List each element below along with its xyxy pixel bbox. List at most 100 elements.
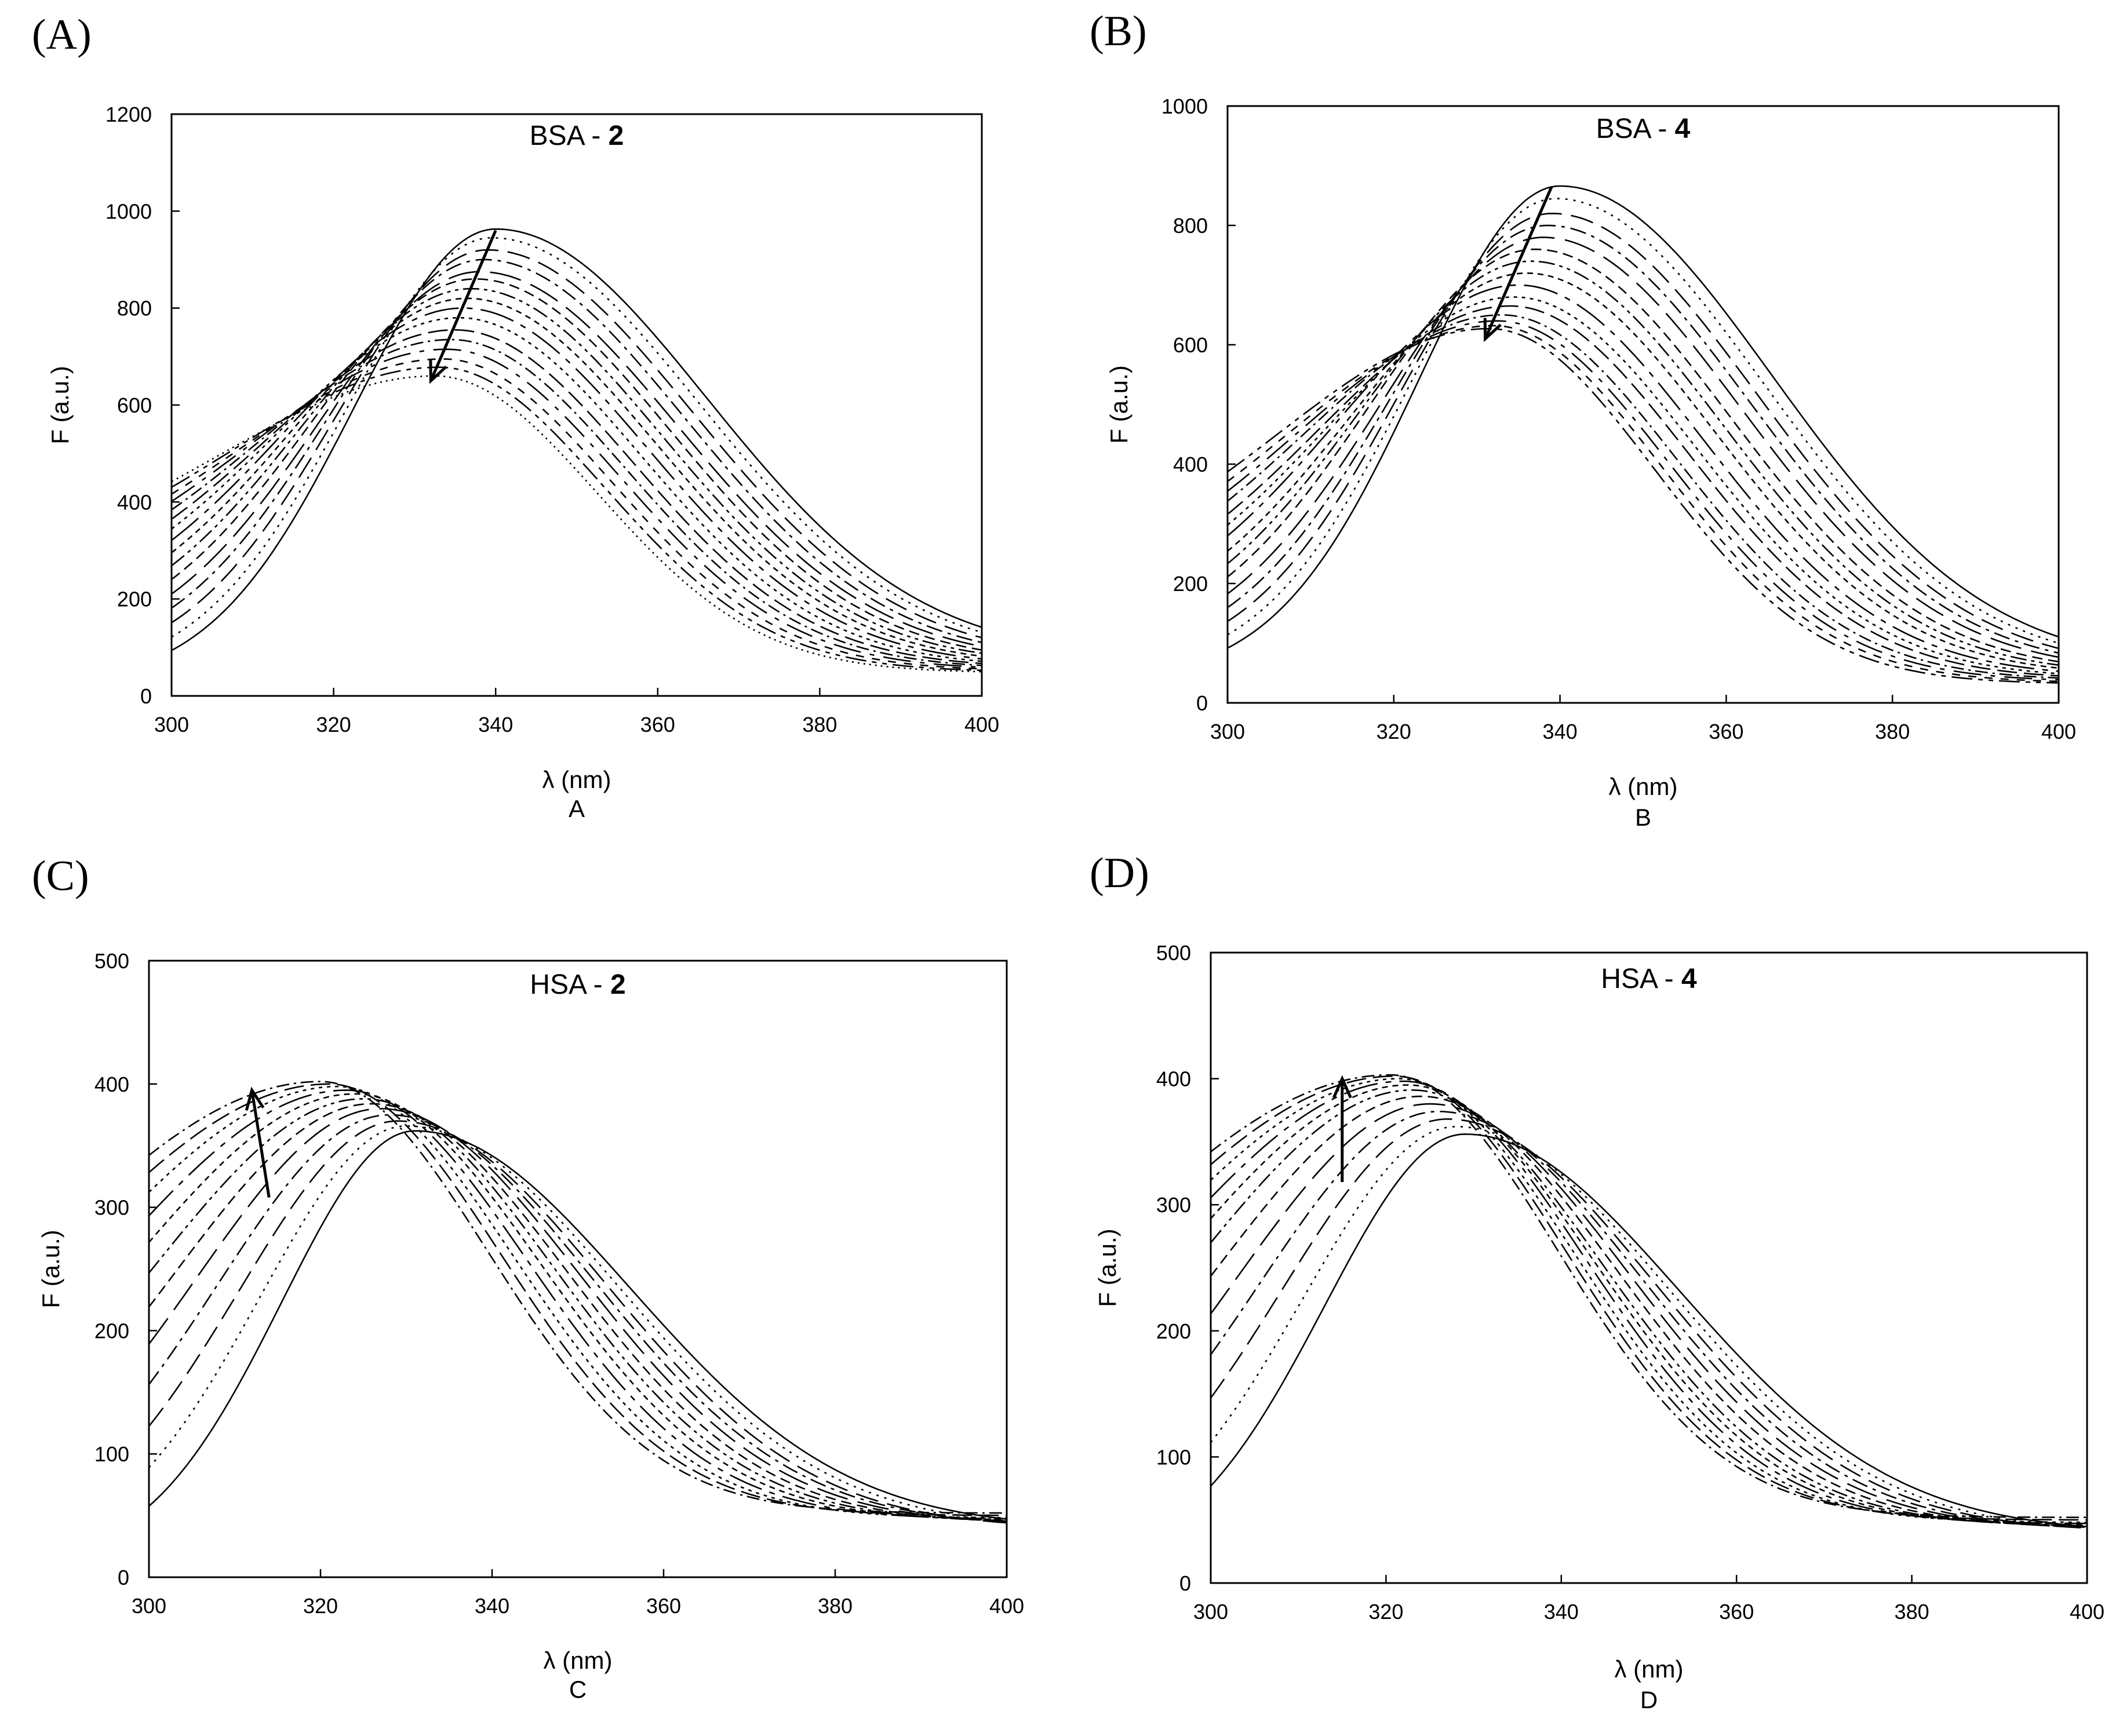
series-line-c11 xyxy=(1211,1074,2087,1518)
y-tick-label: 600 xyxy=(117,393,152,417)
series-line-c9 xyxy=(1228,296,2059,674)
trend-arrow-head xyxy=(245,1086,265,1111)
y-tick-label: 1000 xyxy=(105,199,152,223)
series-line-c2 xyxy=(172,249,982,639)
x-tick-label: 400 xyxy=(989,1594,1024,1618)
panel-label-b: (B) xyxy=(1090,8,1147,55)
x-axis-title: λ (nm) xyxy=(542,766,611,793)
series-line-c3 xyxy=(172,258,982,644)
y-tick-label: 1200 xyxy=(105,103,152,126)
series-line-c6 xyxy=(172,287,982,654)
chart-title: HSA - 2 xyxy=(530,969,625,1000)
chart-title-number: 2 xyxy=(609,121,624,151)
series-line-c12 xyxy=(172,348,982,668)
trend-arrow-head xyxy=(429,360,447,384)
series-line-c10 xyxy=(1211,1075,2087,1521)
y-tick-label: 200 xyxy=(1156,1319,1191,1343)
y-tick-label: 400 xyxy=(1156,1067,1191,1091)
y-axis-title: F (a.u.) xyxy=(46,366,74,444)
y-tick-label: 600 xyxy=(1173,333,1208,357)
series-line-c11 xyxy=(1228,314,2059,679)
x-tick-label: 360 xyxy=(1709,720,1743,743)
y-tick-label: 200 xyxy=(117,588,152,611)
x-tick-label: 380 xyxy=(802,713,837,736)
x-tick-label: 320 xyxy=(303,1594,338,1618)
chart-title-prefix: BSA - xyxy=(1596,114,1675,144)
y-tick-label: 300 xyxy=(94,1196,129,1220)
series-line-c2 xyxy=(149,1120,1007,1524)
series-line-c6 xyxy=(1228,260,2059,666)
series-line-c15 xyxy=(172,375,982,673)
x-tick-label: 300 xyxy=(132,1594,166,1618)
x-tick-label: 300 xyxy=(1193,1600,1228,1624)
y-tick-label: 200 xyxy=(1173,572,1208,596)
chart-title: HSA - 4 xyxy=(1601,964,1697,994)
x-axis-title: λ (nm) xyxy=(544,1647,613,1674)
series-line-c14 xyxy=(1228,327,2059,684)
series-line-c11 xyxy=(149,1081,1007,1514)
chart-title-number: 4 xyxy=(1681,964,1697,994)
series-line-c3 xyxy=(1211,1110,2087,1529)
y-axis-title: F (a.u.) xyxy=(1105,365,1132,443)
chart-title: BSA - 2 xyxy=(530,121,624,151)
series-line-c12 xyxy=(1228,320,2059,681)
y-tick-label: 0 xyxy=(1179,1571,1191,1595)
series-line-c5 xyxy=(1211,1095,2087,1527)
series-group xyxy=(172,228,982,673)
series-line-c2 xyxy=(1228,213,2059,650)
x-tick-label: 360 xyxy=(646,1594,681,1618)
series-line-c5 xyxy=(172,278,982,651)
x-tick-label: 320 xyxy=(1377,720,1411,743)
series-group xyxy=(1228,185,2059,684)
y-tick-label: 0 xyxy=(1196,691,1208,715)
series-line-c10 xyxy=(1228,305,2059,677)
chart-title-prefix: HSA - xyxy=(530,969,610,1000)
x-tick-label: 320 xyxy=(316,713,351,736)
series-line-c9 xyxy=(172,317,982,662)
panel-label-a: (A) xyxy=(32,11,92,59)
x-tick-label: 380 xyxy=(818,1594,853,1618)
series-line-c7 xyxy=(172,297,982,657)
x-axis-title: λ (nm) xyxy=(1609,773,1678,800)
trend-arrow-line xyxy=(429,229,497,382)
panel-sublabel: B xyxy=(1635,804,1651,831)
chart-title-number: 2 xyxy=(610,969,626,1000)
series-line-c9 xyxy=(149,1085,1007,1519)
series-line-c13 xyxy=(1228,324,2059,683)
series-line-c7 xyxy=(149,1093,1007,1520)
series-line-c3 xyxy=(149,1114,1007,1523)
series-line-c5 xyxy=(1228,248,2059,663)
x-tick-label: 320 xyxy=(1368,1600,1403,1624)
x-tick-label: 300 xyxy=(1210,720,1245,743)
panel-label-d: (D) xyxy=(1090,849,1149,897)
series-line-c5 xyxy=(149,1103,1007,1522)
x-tick-label: 340 xyxy=(1543,720,1578,743)
x-tick-label: 360 xyxy=(1719,1600,1754,1624)
panel-label-c: (C) xyxy=(32,852,89,900)
series-line-c1 xyxy=(1228,198,2059,644)
series-line-c7 xyxy=(1228,272,2059,669)
x-tick-label: 400 xyxy=(2070,1600,2104,1624)
y-tick-label: 0 xyxy=(140,684,152,708)
x-tick-label: 340 xyxy=(478,713,513,736)
series-line-c4 xyxy=(172,271,982,647)
series-line-c2 xyxy=(1211,1118,2087,1529)
series-line-c0 xyxy=(1211,1133,2087,1527)
y-tick-label: 200 xyxy=(94,1319,129,1343)
y-tick-label: 800 xyxy=(117,297,152,320)
x-tick-label: 300 xyxy=(154,713,189,736)
y-tick-label: 800 xyxy=(1173,214,1208,238)
y-tick-label: 1000 xyxy=(1161,94,1208,118)
series-line-c4 xyxy=(1211,1103,2087,1528)
x-tick-label: 380 xyxy=(1895,1600,1929,1624)
plot-frame xyxy=(1226,105,2060,704)
chart-title-prefix: BSA - xyxy=(530,121,609,151)
x-tick-label: 340 xyxy=(1544,1600,1579,1624)
series-group xyxy=(149,1081,1007,1524)
panel-sublabel: C xyxy=(569,1676,587,1703)
chart-title: BSA - 4 xyxy=(1596,114,1691,144)
